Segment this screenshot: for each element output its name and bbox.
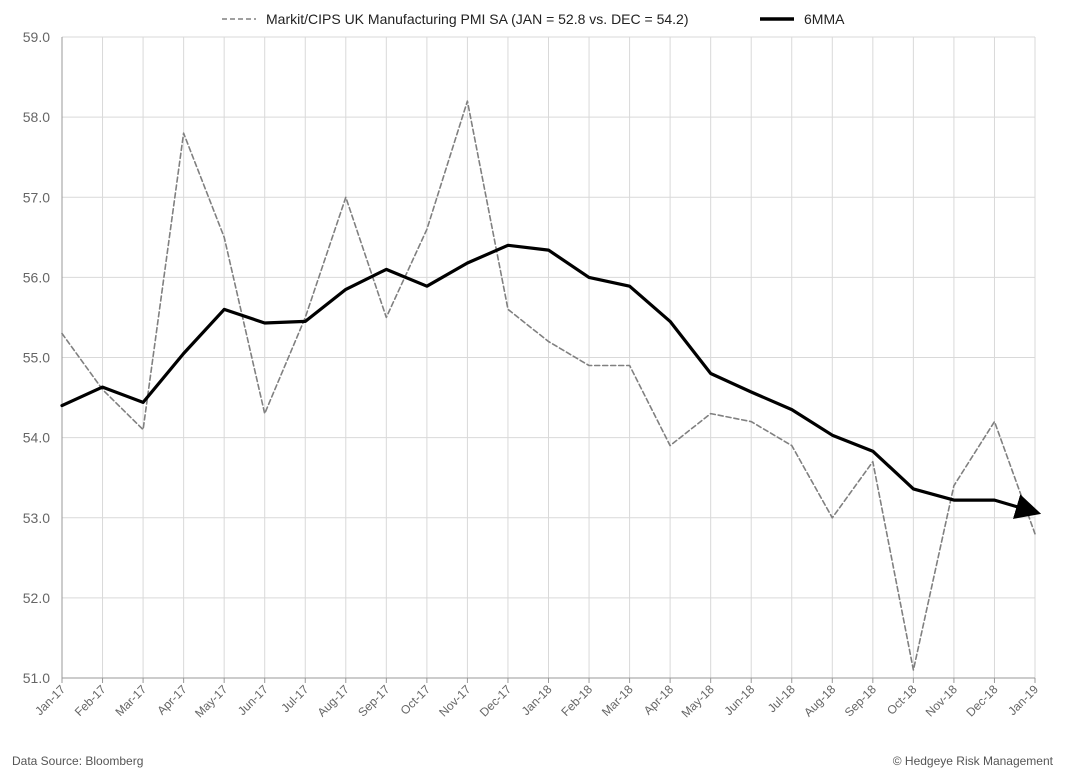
x-tick-label: Jan-17	[32, 682, 68, 718]
y-tick-label: 55.0	[23, 350, 50, 366]
x-tick-label: Oct-17	[398, 682, 434, 718]
x-tick-label: Nov-18	[923, 682, 960, 719]
x-tick-label: Jan-18	[519, 682, 555, 718]
y-tick-label: 52.0	[23, 590, 50, 606]
x-tick-label: Dec-18	[963, 682, 1000, 719]
x-tick-label: Apr-18	[641, 682, 677, 718]
legend-label-6mma: 6MMA	[804, 11, 845, 27]
data-source-note: Data Source: Bloomberg	[12, 754, 144, 768]
x-tick-label: Jun-17	[235, 682, 271, 718]
legend-swatch-solid	[760, 17, 794, 21]
legend-item-pmi: Markit/CIPS UK Manufacturing PMI SA (JAN…	[222, 11, 689, 27]
x-tick-label: Feb-17	[72, 682, 109, 719]
y-tick-label: 56.0	[23, 269, 50, 285]
legend: Markit/CIPS UK Manufacturing PMI SA (JAN…	[0, 11, 1065, 31]
x-tick-label: Nov-17	[436, 682, 473, 719]
x-tick-label: Oct-18	[884, 682, 920, 718]
x-tick-label: Jan-19	[1005, 682, 1041, 718]
x-tick-label: Dec-17	[477, 682, 514, 719]
x-tick-label: May-18	[679, 682, 717, 720]
x-tick-label: Apr-17	[154, 682, 190, 718]
x-tick-label: Jul-18	[765, 682, 798, 715]
sixmma-series-line	[60, 243, 1042, 519]
legend-label-pmi: Markit/CIPS UK Manufacturing PMI SA (JAN…	[266, 11, 689, 27]
copyright-note: © Hedgeye Risk Management	[892, 754, 1053, 768]
y-tick-label: 54.0	[23, 430, 50, 446]
x-tick-label: Mar-18	[599, 682, 636, 719]
legend-item-6mma: 6MMA	[760, 11, 844, 27]
x-tick-label: Mar-17	[112, 682, 149, 719]
axes: 59.058.057.056.055.054.053.052.051.0Jan-…	[23, 29, 1042, 720]
x-tick-label: Jun-18	[721, 682, 757, 718]
x-tick-label: Sep-18	[842, 682, 879, 719]
x-tick-label: Aug-18	[801, 682, 838, 719]
legend-swatch-dashed	[222, 18, 256, 20]
y-tick-label: 53.0	[23, 510, 50, 526]
x-tick-label: May-17	[192, 682, 230, 720]
pmi-series-line	[61, 100, 1036, 671]
y-tick-label: 59.0	[23, 29, 50, 45]
gridlines	[61, 36, 1036, 679]
y-tick-label: 58.0	[23, 109, 50, 125]
x-tick-label: Feb-18	[558, 682, 595, 719]
x-tick-label: Aug-17	[315, 682, 352, 719]
series-lines	[60, 100, 1042, 671]
y-tick-label: 57.0	[23, 189, 50, 205]
x-tick-label: Jul-17	[278, 682, 311, 715]
x-tick-label: Sep-17	[355, 682, 392, 719]
y-tick-label: 51.0	[23, 670, 50, 686]
